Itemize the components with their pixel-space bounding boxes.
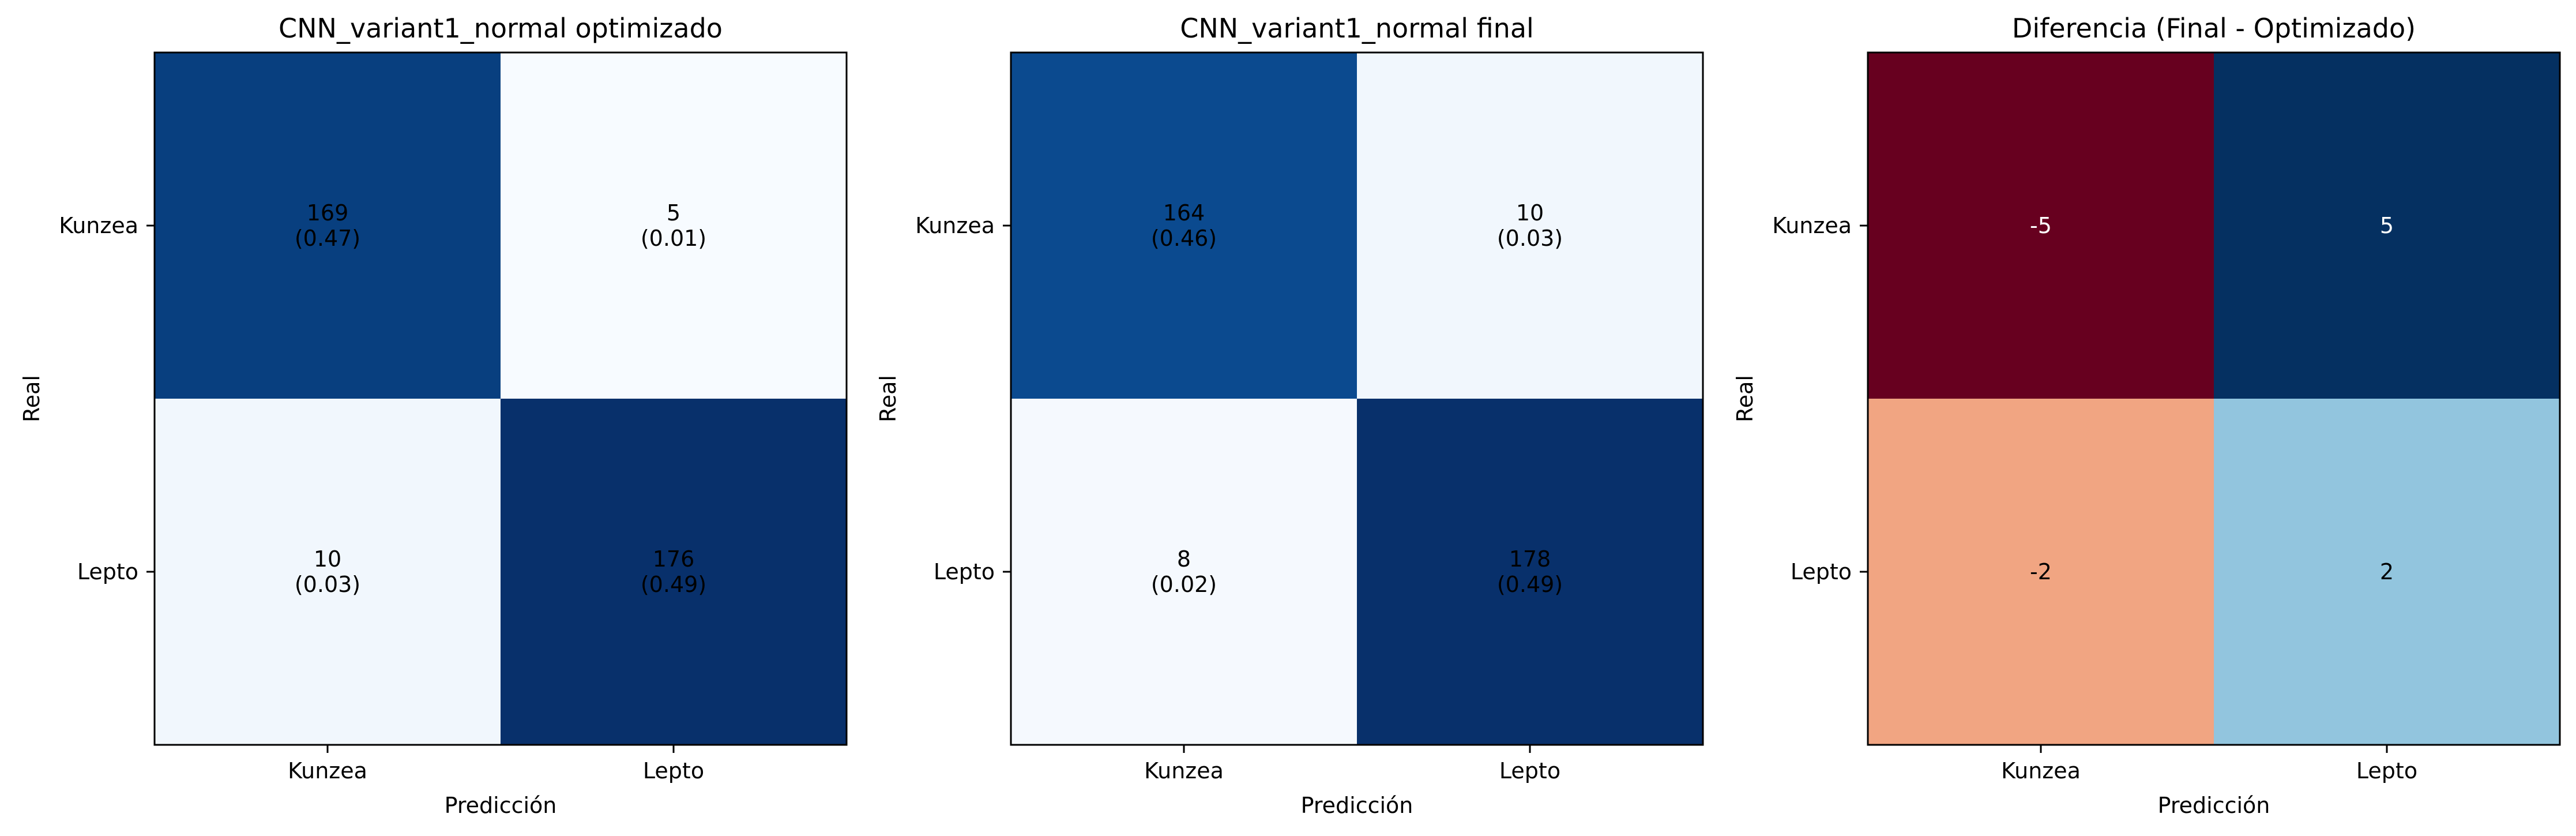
cell-label: 10 (0.03)	[295, 546, 360, 597]
cell-label: 176 (0.49)	[641, 546, 706, 597]
cell-label: 8 (0.02)	[1151, 546, 1217, 597]
y-tick-label: Lepto	[77, 559, 138, 584]
x-tick-label: Lepto	[1499, 758, 1560, 783]
y-axis-label: Real	[875, 375, 901, 422]
cell-label: 169 (0.47)	[295, 200, 360, 251]
x-tick-label: Kunzea	[2001, 758, 2081, 783]
y-tick-label: Kunzea	[59, 213, 138, 238]
x-tick-label: Kunzea	[1144, 758, 1224, 783]
x-tick-label: Kunzea	[288, 758, 367, 783]
chart-title: Diferencia (Final - Optimizado)	[2012, 13, 2416, 44]
heatmap-cell	[501, 53, 847, 399]
y-axis-label: Real	[19, 375, 44, 422]
cell-label: -5	[2030, 213, 2052, 238]
chart-title: CNN_variant1_normal optimizado	[279, 13, 723, 44]
cell-label: 164 (0.46)	[1151, 200, 1217, 251]
heatmap-cell	[501, 399, 847, 745]
cell-label: 10 (0.03)	[1497, 200, 1563, 251]
axes-frame	[1867, 51, 2561, 746]
cell-label: 2	[2380, 559, 2394, 584]
heatmap-cell	[2214, 399, 2560, 745]
y-tick-label: Kunzea	[1772, 213, 1852, 238]
heatmap-cell	[2214, 53, 2560, 399]
cell-label: -2	[2030, 559, 2052, 584]
y-tick-label: Lepto	[1791, 559, 1852, 584]
y-tick-label: Lepto	[934, 559, 995, 584]
chart-title: CNN_variant1_normal final	[1180, 13, 1534, 44]
x-axis-label: Predicción	[445, 793, 557, 818]
heatmap-cell	[155, 53, 501, 399]
heatmap-cell	[1357, 53, 1703, 399]
heatmap-cell	[1011, 53, 1357, 399]
x-axis-label: Predicción	[1301, 793, 1413, 818]
heatmap-cell	[1357, 399, 1703, 745]
axes-frame	[1010, 51, 1704, 746]
x-tick-label: Lepto	[2356, 758, 2417, 783]
cell-label: 178 (0.49)	[1497, 546, 1563, 597]
y-tick-label: Kunzea	[915, 213, 995, 238]
heatmap-cell	[1868, 53, 2214, 399]
x-axis-label: Predicción	[2158, 793, 2270, 818]
heatmap-cell	[155, 399, 501, 745]
heatmap-cell	[1868, 399, 2214, 745]
y-axis-label: Real	[1732, 375, 1758, 422]
cell-label: 5	[2380, 213, 2394, 238]
cell-label: 5 (0.01)	[641, 200, 706, 251]
heatmap-cell	[1011, 399, 1357, 745]
x-tick-label: Lepto	[643, 758, 704, 783]
axes-frame	[153, 51, 848, 746]
